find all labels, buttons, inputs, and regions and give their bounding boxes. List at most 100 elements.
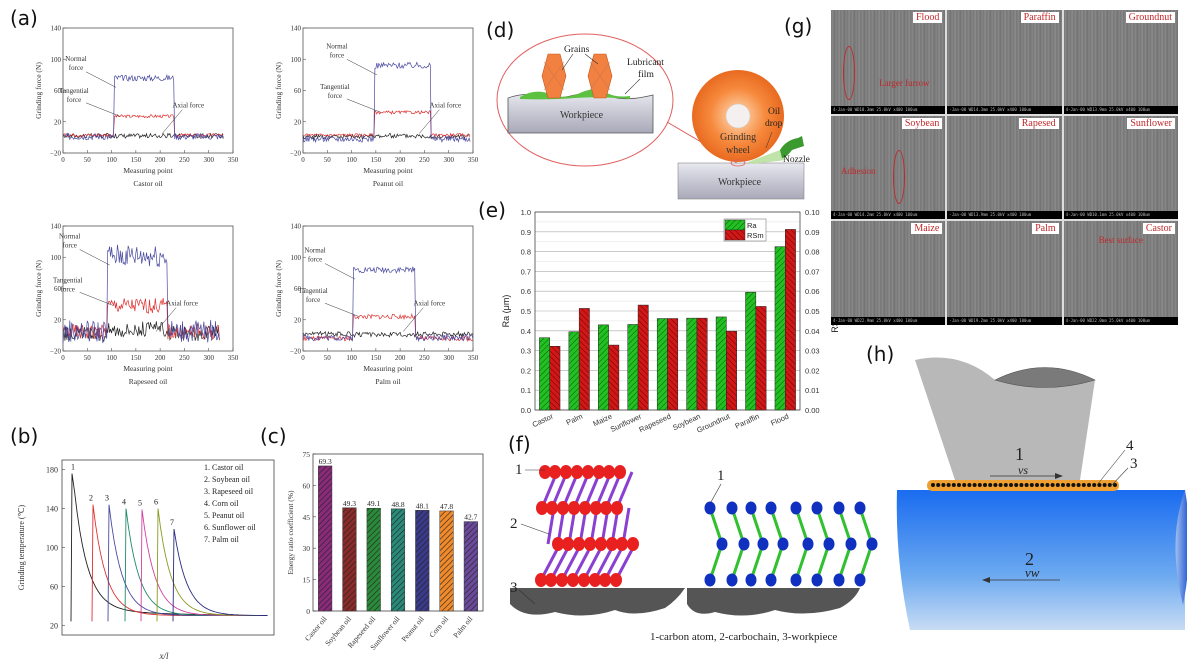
carbon-atom-red [545,573,557,587]
carbon-atom-red [589,573,601,587]
x-tick-label: 300 [443,156,454,164]
x-axis-label: x/l [159,651,169,661]
x-tick-label: 200 [155,354,166,362]
label-1: 1 [1015,444,1024,464]
subplot-caption: Castor oil [133,179,162,188]
carbon-atom-red [595,537,607,551]
tool-top-ellipse [994,367,1096,388]
carbon-atom-red [552,537,564,551]
label-axial-force: Axial force [429,102,461,110]
leader-2 [520,523,550,535]
legend-item: 1. Castor oil [204,463,244,472]
sem-info-bar: -Jan-00 WD14.3mm 25.0kV x400 100um [947,105,1062,114]
y-tick-label: 100 [51,254,62,262]
x-tick-label: 350 [228,354,239,362]
lubricant-particle [972,483,977,487]
subplot-caption: Peanut oil [373,179,403,188]
oil-leader [765,131,773,149]
carbon-atom-red [536,501,548,515]
sem-image-flood: Flood Larger furrow 4-Jan-00 WD18.3mm 25.0… [831,10,946,114]
x-tick-label: Palm oil [451,615,474,640]
bar-rsm-paraffin [755,306,767,411]
chart-c-energy-ratio: 0 15 30 45 60 75 Energy ratio coefficient (%) 6… [286,450,484,652]
subplot-caption: Rapeseed oil [129,377,168,386]
lubricant-particle [1066,483,1071,487]
y-tick-label: 0.8 [521,248,531,257]
nozzle-label: Nozzle [783,155,810,165]
label-vs: vs [1018,463,1028,477]
x-tick-label: 50 [84,354,92,362]
y-tick-label: 140 [51,223,62,231]
lubricant-particle [1097,483,1102,487]
x-tick-label: 0 [61,156,65,164]
lubricant-label-1: Lubricant [627,58,664,68]
leader-axial [162,109,183,134]
label-tangential-force-2: force [306,296,320,304]
subplot-caption: Palm oil [375,377,400,386]
y2-tick-label: 0.04 [805,327,820,336]
legend-item: 2. Soybean oil [204,475,251,484]
series-number-7: 7 [170,518,174,527]
workpiece [677,162,805,200]
lubricant-particle [988,483,993,487]
bar-ra-rapeseed [656,318,668,411]
carbon-atom-blue [765,573,777,587]
lubricant-particle [967,483,972,487]
panel-label-c: (c) [260,424,287,448]
carbon-atom-blue [757,537,769,551]
x-tick-label: 200 [395,354,406,362]
zoom-ellipse [496,33,674,167]
sem-image-grid: Flood Larger furrow 4-Jan-00 WD18.3mm 25.0… [831,10,1178,325]
y-tick-label: 0.5 [521,307,531,316]
lubricant-particle [983,483,987,487]
label-normal-force-2: force [62,242,76,250]
bar-ra-castor [539,337,550,411]
y-tick-label: 0.4 [521,327,531,336]
y-tick-label: 0.9 [521,228,531,237]
x-tick-label: Groundnut [695,411,732,435]
x-tick-label: Sunflower [609,411,643,433]
y-tick-label: 20 [294,316,302,324]
lubricant-particle [1087,483,1091,487]
y2-tick-label: 0.00 [805,406,820,415]
carbon-atom-red [562,537,574,551]
carbon-atom-blue [802,537,814,551]
series-number-5: 5 [138,499,142,508]
label-axial-force: Axial force [166,300,198,308]
sem-label: Groundnut [1125,12,1175,23]
y-tick-label: 20 [54,316,62,324]
y-tick-label: −20 [290,150,301,158]
series-normal-force [302,266,474,342]
x-tick-label: 200 [155,156,166,164]
y-tick-label: 0.3 [521,347,531,356]
carbon-atom-blue [716,537,728,551]
carbon-atom-red [606,537,618,551]
carbon-atom-red [557,501,569,515]
legend-item: 4. Corn oil [204,499,239,508]
bar-peanut-oil [415,510,430,612]
label-normal-force-2: force [69,64,83,72]
y-tick-label: −20 [290,348,301,356]
series-tangential-force [62,114,224,138]
carbon-atom-red [579,501,591,515]
vw-arrow-head [982,577,990,583]
label-normal-force-1: Normal [65,55,86,63]
panel-label-f: (f) [508,432,531,456]
carbon-atom-red [599,573,611,587]
x-tick-label: 200 [395,156,406,164]
sem-annotation: Best surface [1098,235,1143,246]
legend-label-rsm: RSm [747,231,764,240]
workpiece-left [510,588,685,616]
bar-value-label: 69.3 [319,457,332,466]
label-tangential-force-2: force [67,96,81,104]
x-axis-label: Measuring point [363,364,413,373]
chart-e-surface-roughness: 0.0 0.00 0.1 0.01 0.2 0.02 0.3 0.03 0.4 0.04 0.5 0.… [501,208,840,435]
bar-palm-oil [463,521,478,612]
x-tick-label: Corn oil [427,615,450,640]
sem-info-bar: -Jan-00 WD19.2mm 25.0kV x400 100um [947,316,1062,325]
sem-image-paraffin: Paraffin -Jan-00 WD14.3mm 25.0kV x400 100… [947,10,1062,114]
lubricant-particle [951,483,956,487]
legend-swatch-ra [724,219,746,231]
series-line-7 [172,528,268,622]
carbon-atom-red [610,573,622,587]
